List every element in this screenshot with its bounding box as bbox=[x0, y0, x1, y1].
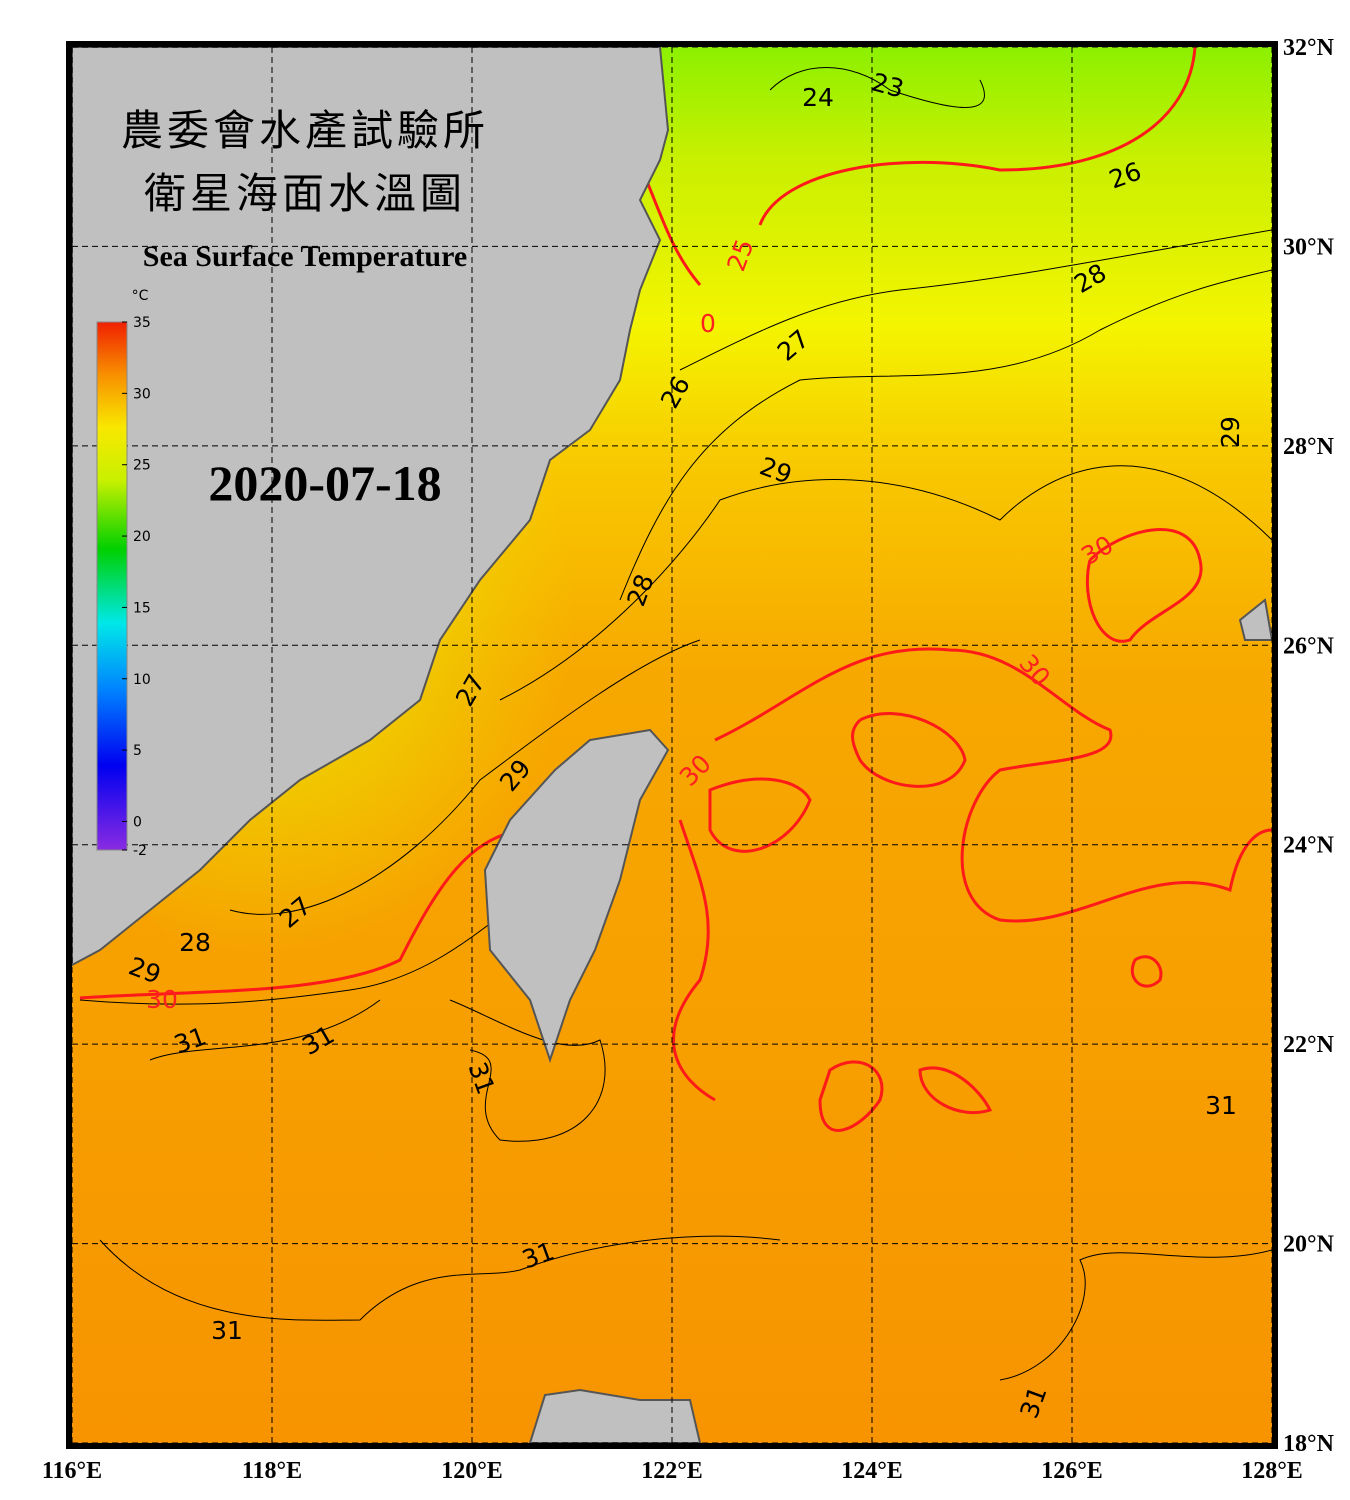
y-tick-label: 24°N bbox=[1283, 833, 1335, 859]
y-tick-label: 30°N bbox=[1283, 234, 1335, 260]
contour-label: 31 bbox=[1205, 1091, 1237, 1120]
colorbar-tick-label: 30 bbox=[133, 386, 151, 402]
colorbar-tick-label: 20 bbox=[133, 529, 151, 545]
x-tick-label: 124°E bbox=[841, 1458, 903, 1484]
colorbar-tick-label: 10 bbox=[133, 672, 151, 688]
contour-label: 0 bbox=[700, 309, 716, 338]
x-tick-label: 126°E bbox=[1041, 1458, 1103, 1484]
colorbar-scale bbox=[96, 321, 128, 851]
title-line: 衛星海面水溫圖 bbox=[144, 169, 466, 218]
x-tick-label: 128°E bbox=[1241, 1458, 1303, 1484]
colorbar-tick-label: 5 bbox=[133, 743, 142, 759]
y-tick-label: 26°N bbox=[1283, 633, 1335, 659]
colorbar: °C 35 30 25 20 15 10 5 0 -2 bbox=[96, 288, 151, 859]
title-line: 農委會水產試驗所 bbox=[121, 106, 489, 155]
colorbar-tick-label: 0 bbox=[133, 814, 142, 830]
colorbar-tick-label: 35 bbox=[133, 315, 151, 331]
contour-label: 24 bbox=[802, 83, 834, 112]
land bbox=[72, 47, 1272, 1443]
x-tick-label: 118°E bbox=[242, 1458, 302, 1484]
y-tick-label: 28°N bbox=[1283, 434, 1335, 460]
contour-label: 29 bbox=[1216, 416, 1245, 448]
y-tick-label: 18°N bbox=[1283, 1431, 1335, 1457]
x-tick-label: 120°E bbox=[441, 1458, 503, 1484]
colorbar-unit: °C bbox=[132, 288, 149, 304]
x-tick-label: 122°E bbox=[641, 1458, 703, 1484]
red-contours bbox=[79, 47, 1272, 1132]
contours bbox=[79, 67, 1272, 1381]
colorbar-tick-label: 15 bbox=[133, 600, 151, 616]
date: 2020-07-18 bbox=[208, 455, 441, 511]
colorbar-tick-label: 25 bbox=[133, 458, 151, 474]
frame bbox=[66, 41, 1278, 1449]
y-tick-label: 22°N bbox=[1283, 1032, 1335, 1058]
x-tick-label: 116°E bbox=[42, 1458, 102, 1484]
y-tick-label: 20°N bbox=[1283, 1232, 1335, 1258]
subtitle: Sea Surface Temperature bbox=[143, 240, 467, 273]
contour-label: 28 bbox=[179, 928, 211, 957]
y-tick-label: 32°N bbox=[1283, 35, 1335, 61]
graticule bbox=[72, 47, 1272, 1443]
colorbar-tick-label: -2 bbox=[133, 843, 147, 859]
contour-label: 30 bbox=[146, 985, 178, 1014]
contour-label: 31 bbox=[211, 1316, 243, 1345]
axes: 116°E 118°E 120°E 122°E 124°E 126°E 128°E18°N 2… bbox=[42, 35, 1335, 1484]
